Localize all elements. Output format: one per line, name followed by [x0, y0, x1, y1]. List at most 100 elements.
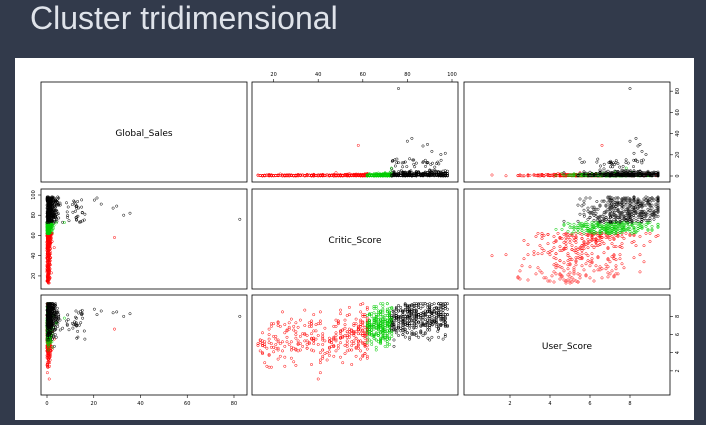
data-point [389, 170, 393, 174]
data-point [608, 260, 612, 264]
data-point [608, 238, 612, 241]
data-point [558, 172, 562, 176]
data-point [83, 212, 87, 216]
data-point [594, 211, 598, 215]
data-point [646, 196, 650, 200]
data-point [423, 158, 427, 162]
data-point [66, 205, 70, 209]
data-point [305, 343, 309, 346]
data-point [540, 271, 544, 275]
data-point [115, 204, 119, 208]
tick-label: 40 [137, 401, 143, 407]
data-point [446, 169, 449, 173]
data-point [616, 162, 620, 165]
data-point [46, 241, 50, 244]
data-point [576, 280, 580, 284]
data-point [572, 172, 576, 176]
data-point [568, 271, 572, 275]
data-point [67, 219, 71, 223]
data-point [594, 214, 598, 218]
data-point [580, 204, 584, 208]
data-point [401, 165, 405, 169]
data-point [634, 171, 638, 175]
data-point [622, 237, 626, 240]
data-point [46, 280, 50, 284]
data-point [504, 174, 508, 178]
data-point [558, 173, 562, 177]
data-point [267, 173, 271, 177]
data-point [439, 174, 443, 177]
data-point [46, 239, 50, 242]
data-point [620, 235, 624, 238]
data-point [397, 87, 400, 90]
tick-label: 20 [31, 273, 37, 279]
data-point [542, 249, 546, 253]
panel-global_sales-vs-global_sales [40, 81, 248, 183]
data-point [552, 174, 556, 178]
data-point [532, 250, 536, 254]
data-point [570, 174, 574, 178]
data-point [122, 213, 126, 217]
data-point [607, 161, 611, 165]
data-point [419, 173, 423, 177]
data-point [65, 210, 69, 214]
tick-label: 40 [675, 130, 681, 136]
data-point [405, 139, 409, 143]
data-point [588, 215, 592, 219]
data-point [339, 308, 342, 312]
data-point [289, 317, 293, 321]
data-point [632, 172, 636, 176]
data-point [548, 253, 552, 257]
tick-label: 60 [184, 401, 190, 407]
data-point [568, 222, 572, 226]
data-point [289, 356, 293, 360]
data-point [433, 165, 437, 169]
data-point [624, 173, 628, 177]
panel-critic_score-vs-critic_score [251, 188, 459, 290]
data-point [550, 274, 554, 278]
data-point [638, 270, 642, 274]
data-point [403, 160, 407, 164]
data-point [614, 267, 618, 271]
data-point [383, 172, 387, 176]
data-point [632, 165, 635, 169]
data-point [584, 252, 588, 256]
data-point [381, 174, 385, 178]
data-point [641, 158, 645, 162]
data-point [414, 170, 418, 173]
data-point [81, 316, 85, 320]
data-point [522, 257, 526, 261]
data-point [578, 197, 582, 201]
data-point [618, 253, 622, 257]
tick-label: 20 [675, 152, 681, 158]
data-point [408, 157, 412, 161]
data-point [526, 253, 530, 257]
data-point [622, 266, 626, 270]
data-point [632, 151, 636, 155]
data-point [385, 174, 389, 177]
data-point [582, 170, 586, 174]
data-point [618, 165, 622, 169]
data-point [580, 228, 584, 232]
data-point [586, 238, 590, 241]
data-point [592, 279, 596, 283]
data-point [582, 199, 586, 203]
data-point [606, 275, 610, 279]
data-point [77, 311, 81, 315]
data-point [433, 169, 437, 173]
data-point [650, 224, 654, 228]
data-point [652, 170, 656, 174]
data-point [646, 173, 650, 177]
data-point [618, 245, 622, 249]
data-point [423, 173, 427, 177]
data-point [650, 206, 654, 210]
data-point [345, 174, 349, 178]
data-point [321, 343, 325, 346]
data-point [538, 269, 542, 273]
data-point [620, 262, 624, 266]
data-point [412, 162, 416, 166]
data-point [652, 217, 656, 221]
tick-label: 80 [31, 212, 37, 218]
data-point [443, 173, 447, 177]
